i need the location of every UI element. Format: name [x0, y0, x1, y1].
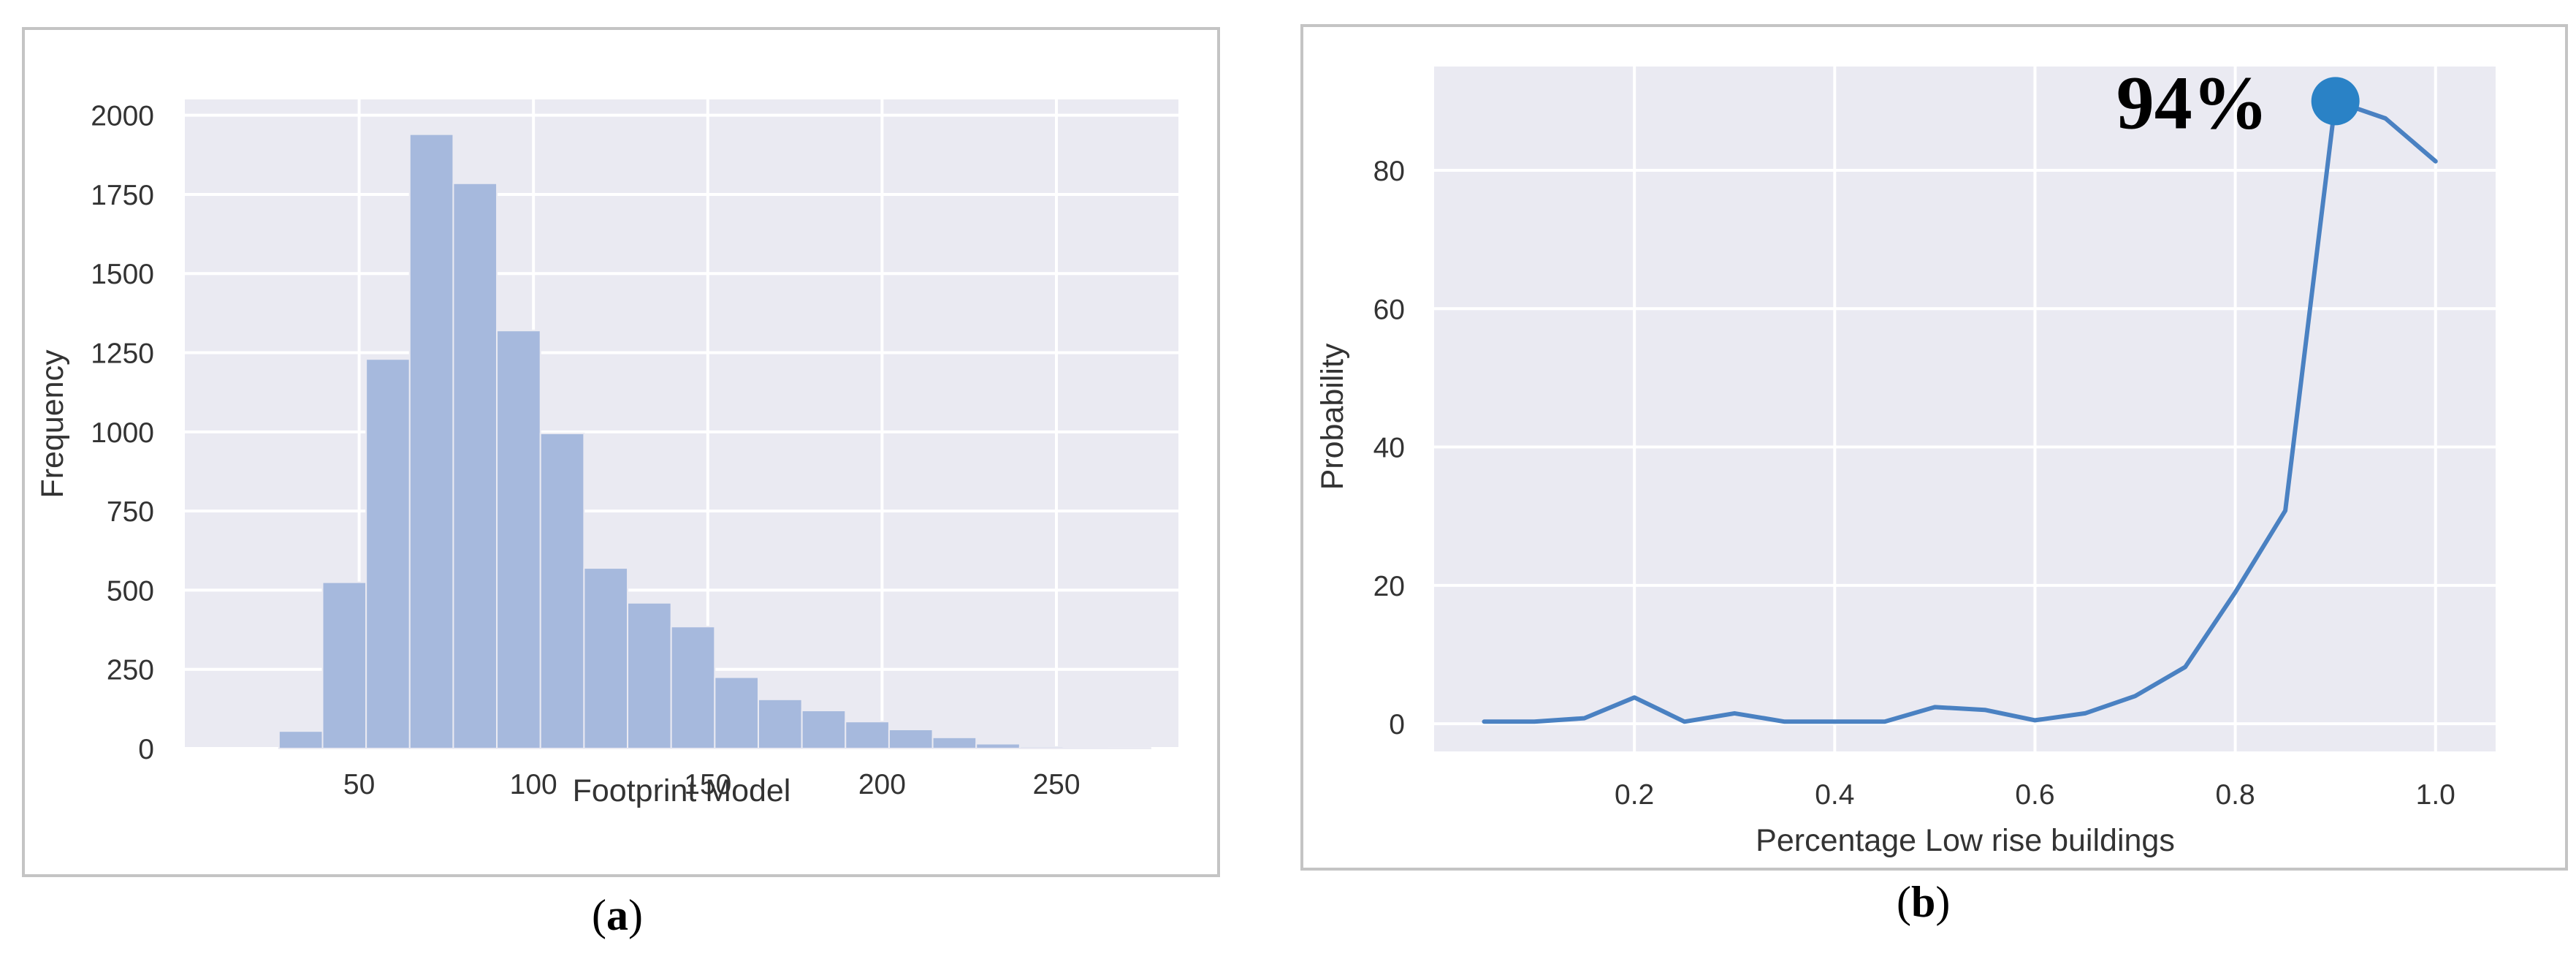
line-chart-y-tick-label: 0 [1389, 709, 1405, 740]
histogram-x-axis-label: Footprint Model [573, 773, 791, 808]
histogram-bar [888, 729, 934, 750]
panel-label-a: (a) [592, 891, 643, 939]
histogram-bar [931, 736, 978, 750]
line-plot-area [1434, 67, 2496, 751]
histogram-bar [278, 730, 324, 749]
histogram-bar [627, 602, 672, 749]
histogram-x-tick-labels: 50 100 150 200 250 [343, 769, 1081, 800]
histogram-bar [321, 581, 367, 750]
histogram-bar [670, 626, 716, 749]
histogram-y-tick-label: 0 [138, 734, 154, 765]
line-chart-y-axis-label: Probability [1315, 343, 1350, 490]
panel-letter-b: b [1910, 878, 1936, 926]
probability-line [1482, 99, 2438, 724]
histogram-y-tick-label: 500 [107, 575, 154, 607]
line-chart-grid [1434, 67, 2496, 751]
line-chart-y-tick-label: 80 [1373, 156, 1405, 187]
line-chart-y-tick-label: 20 [1373, 571, 1405, 602]
histogram-bar [757, 698, 803, 749]
line-chart-x-tick-labels: 0.2 0.4 0.6 0.8 1.0 [1615, 779, 2455, 811]
histogram-bar [1018, 746, 1064, 750]
line-chart-x-tick-label: 0.2 [1615, 779, 1654, 811]
histogram-x-tick-label: 50 [343, 769, 375, 800]
histogram-x-tick-label: 200 [858, 769, 906, 800]
histogram-x-tick-label: 250 [1032, 769, 1080, 800]
histogram-x-tick-label: 150 [684, 769, 731, 800]
histogram-bar [365, 358, 411, 749]
histogram-bar [496, 330, 541, 749]
histogram-y-tick-label: 2000 [91, 101, 154, 132]
histogram-bars [278, 133, 1151, 750]
histogram-bar [801, 710, 847, 750]
line-chart-x-tick-label: 1.0 [2416, 779, 2455, 811]
histogram-y-tick-label: 1500 [91, 259, 154, 290]
panel-letter-a: a [606, 891, 628, 939]
line-chart-y-tick-label: 40 [1373, 433, 1405, 464]
histogram-y-tick-labels: 0 250 500 750 1000 1250 1500 1750 2000 [91, 101, 154, 765]
histogram-bar [975, 743, 1021, 750]
line-chart-x-tick-label: 0.8 [2215, 779, 2255, 811]
line-chart-series [1482, 77, 2438, 724]
line-chart-x-tick-label: 0.6 [2015, 779, 2054, 811]
line-chart-x-tick-label: 0.4 [1815, 779, 1854, 811]
line-chart-y-tick-labels: 0 20 40 60 80 [1373, 156, 1405, 740]
histogram-bar [845, 721, 890, 749]
line-chart-y-tick-label: 60 [1373, 294, 1405, 325]
histogram-x-tick-label: 100 [510, 769, 557, 800]
histogram-bar [539, 432, 585, 749]
line-chart-x-axis-label: Percentage Low rise buildings [1756, 823, 2175, 858]
peak-marker [2311, 77, 2360, 126]
histogram-y-tick-label: 250 [107, 655, 154, 686]
histogram-bar [452, 182, 498, 750]
histogram-bar [408, 133, 454, 749]
histogram-y-axis-label: Frequency [35, 349, 70, 499]
peak-annotation: 94% [2116, 61, 2268, 145]
histogram-bar [714, 676, 759, 749]
histogram-y-tick-label: 1250 [91, 338, 154, 370]
histogram-y-tick-label: 750 [107, 496, 154, 528]
panel-label-b: (b) [1897, 878, 1951, 926]
histogram-y-tick-label: 1750 [91, 180, 154, 211]
histogram-bar [583, 567, 629, 750]
histogram-y-tick-label: 1000 [91, 417, 154, 449]
